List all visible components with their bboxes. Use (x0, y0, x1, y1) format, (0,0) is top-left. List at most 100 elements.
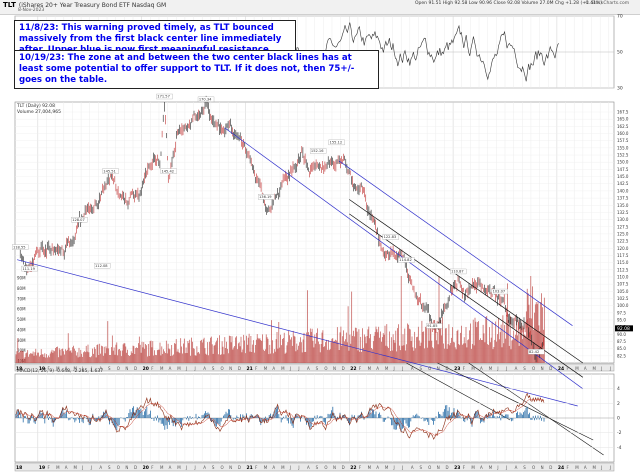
month-tick-label: J (289, 465, 291, 470)
month-tick-label: A (99, 465, 102, 470)
volume-tick-label: 20M (17, 348, 26, 353)
swing-label-box (527, 349, 545, 355)
price-tick-label: 132.5 (617, 210, 629, 215)
swing-label: 171.57 (157, 95, 170, 99)
month-tick-label: O (117, 366, 120, 371)
macd-tick-label: -4 (617, 445, 622, 451)
price-tick-label: 110.0 (617, 274, 629, 279)
last-price-value: 92.08 (617, 326, 630, 332)
month-tick-label: A (584, 366, 587, 371)
swing-label-box (197, 96, 215, 103)
month-tick-label: M (385, 366, 389, 371)
volume-tick-label: 80M (17, 286, 26, 291)
month-tick-label: J (600, 366, 602, 371)
month-tick-label: J (81, 465, 83, 470)
swing-label: 170.34 (199, 98, 212, 102)
price-tick-label: 100.0 (617, 303, 629, 308)
price-tick-label: 90.0 (617, 332, 626, 337)
macd-tick-label: 0 (617, 416, 620, 422)
month-tick-label: M (471, 465, 475, 470)
month-tick-label: A (272, 465, 275, 470)
swing-label: 82.42 (529, 350, 539, 354)
month-tick-label: J (401, 366, 403, 371)
month-tick-label: M (177, 366, 181, 371)
swing-label: 136.19 (259, 195, 272, 199)
year-tick-label: 24 (558, 366, 564, 372)
volume-panel-label: Volume 27,004,965 (17, 109, 61, 115)
month-tick-label: M (264, 465, 268, 470)
year-tick-label: 22 (350, 465, 356, 471)
macd-tick-label: 4 (617, 386, 620, 392)
month-tick-label: N (125, 465, 128, 470)
month-tick-label: S (108, 465, 111, 470)
month-tick-label: F (463, 465, 466, 470)
month-tick-label: A (515, 465, 518, 470)
month-tick-label: M (575, 366, 579, 371)
quote-line: Open 91.51 High 92.58 Low 90.96 Close 92… (415, 1, 603, 6)
swing-label: 118.55 (13, 245, 26, 249)
swing-label: 145.51 (103, 169, 116, 173)
month-tick-label: D (342, 465, 345, 470)
price-tick-label: 87.5 (617, 339, 626, 344)
year-tick-label: 18 (16, 366, 22, 372)
rsi-tick-label: 30 (617, 86, 623, 92)
month-tick-label: M (471, 366, 475, 371)
swing-label-box (398, 257, 415, 263)
month-tick-label: S (212, 465, 215, 470)
month-tick-label: D (134, 465, 137, 470)
swing-label-box (21, 265, 38, 272)
swing-label-box (160, 168, 177, 174)
month-tick-label: M (281, 366, 285, 371)
month-tick-label: F (567, 465, 570, 470)
month-tick-label: A (65, 465, 68, 470)
swing-label: 145.42 (161, 169, 174, 173)
year-tick-label: 19 (39, 366, 45, 372)
price-tick-label: 105.0 (617, 289, 629, 294)
month-tick-label: J (194, 465, 196, 470)
year-tick-label: 21 (246, 465, 252, 471)
month-tick-label: N (125, 366, 128, 371)
month-tick-label: J (194, 366, 196, 371)
month-tick-label: F (151, 465, 154, 470)
swing-label: 128.07 (72, 218, 85, 222)
price-tick-label: 127.5 (617, 224, 629, 229)
month-tick-label: M (73, 465, 77, 470)
month-tick-label: J (609, 465, 611, 470)
macd-tick-label: 2 (617, 401, 620, 407)
month-tick-label: J (297, 366, 299, 371)
macd-plot: -4 -2 0 2 4 (15, 386, 622, 451)
price-tick-label: 167.5 (617, 110, 629, 115)
month-tick-label: D (238, 465, 241, 470)
swing-label-box (382, 234, 399, 240)
month-tick-label: A (480, 465, 483, 470)
year-tick-label: 19 (39, 465, 45, 471)
month-tick-label: O (532, 366, 535, 371)
year-tick-label: 24 (558, 465, 564, 471)
swing-label: 112.08 (95, 264, 108, 268)
volume-tick-label: 90M (17, 276, 26, 281)
month-tick-label: J (90, 465, 92, 470)
month-tick-label: F (567, 366, 570, 371)
month-tick-label: D (445, 465, 448, 470)
month-tick-label: A (307, 465, 310, 470)
price-tick-label: 112.5 (617, 267, 629, 272)
price-tick-label: 160.0 (617, 131, 629, 136)
swing-label: 152.16 (311, 149, 324, 153)
swing-label-box (12, 244, 29, 250)
swing-label: 122.83 (384, 235, 397, 239)
year-tick-label: 21 (246, 366, 252, 372)
month-tick-label: D (445, 366, 448, 371)
month-tick-label: S (419, 366, 422, 371)
month-tick-label: J (185, 465, 187, 470)
price-tick-label: 115.0 (617, 260, 629, 265)
price-tick-label: 85.0 (617, 346, 626, 351)
month-tick-label: S (212, 366, 215, 371)
month-tick-label: D (134, 366, 137, 371)
volume-tick-label: 60M (17, 307, 26, 312)
swing-label: 110.87 (451, 270, 464, 274)
month-tick-label: A (99, 366, 102, 371)
price-tick-label: 147.5 (617, 167, 629, 172)
blue-channel-line (338, 160, 573, 326)
month-tick-label: O (428, 465, 431, 470)
price-tick-label: 150.0 (617, 160, 629, 165)
